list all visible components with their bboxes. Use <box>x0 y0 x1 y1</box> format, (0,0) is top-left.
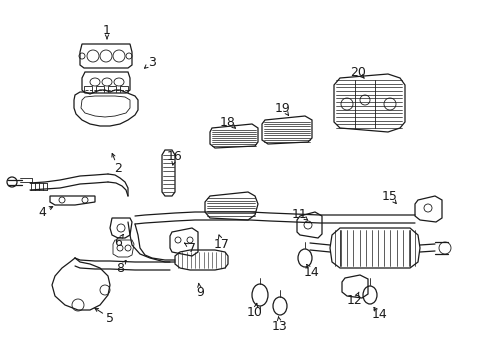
Text: 8: 8 <box>116 261 124 274</box>
Text: 2: 2 <box>114 162 122 175</box>
Text: 14: 14 <box>304 266 319 279</box>
Text: 20: 20 <box>349 66 365 78</box>
Text: 17: 17 <box>214 238 229 251</box>
Text: 15: 15 <box>381 189 397 202</box>
Text: 12: 12 <box>346 293 362 306</box>
Text: 3: 3 <box>148 55 156 68</box>
Text: 9: 9 <box>196 285 203 298</box>
Text: 7: 7 <box>187 242 196 255</box>
Text: 4: 4 <box>38 206 46 219</box>
Text: 13: 13 <box>271 320 287 333</box>
Text: 18: 18 <box>220 116 235 129</box>
Text: 5: 5 <box>106 311 114 324</box>
Text: 14: 14 <box>371 309 387 321</box>
Text: 16: 16 <box>167 149 183 162</box>
Text: 19: 19 <box>275 102 290 114</box>
Text: 6: 6 <box>114 235 122 248</box>
Text: 1: 1 <box>103 23 111 36</box>
Text: 11: 11 <box>291 207 307 220</box>
Text: 10: 10 <box>246 306 263 319</box>
